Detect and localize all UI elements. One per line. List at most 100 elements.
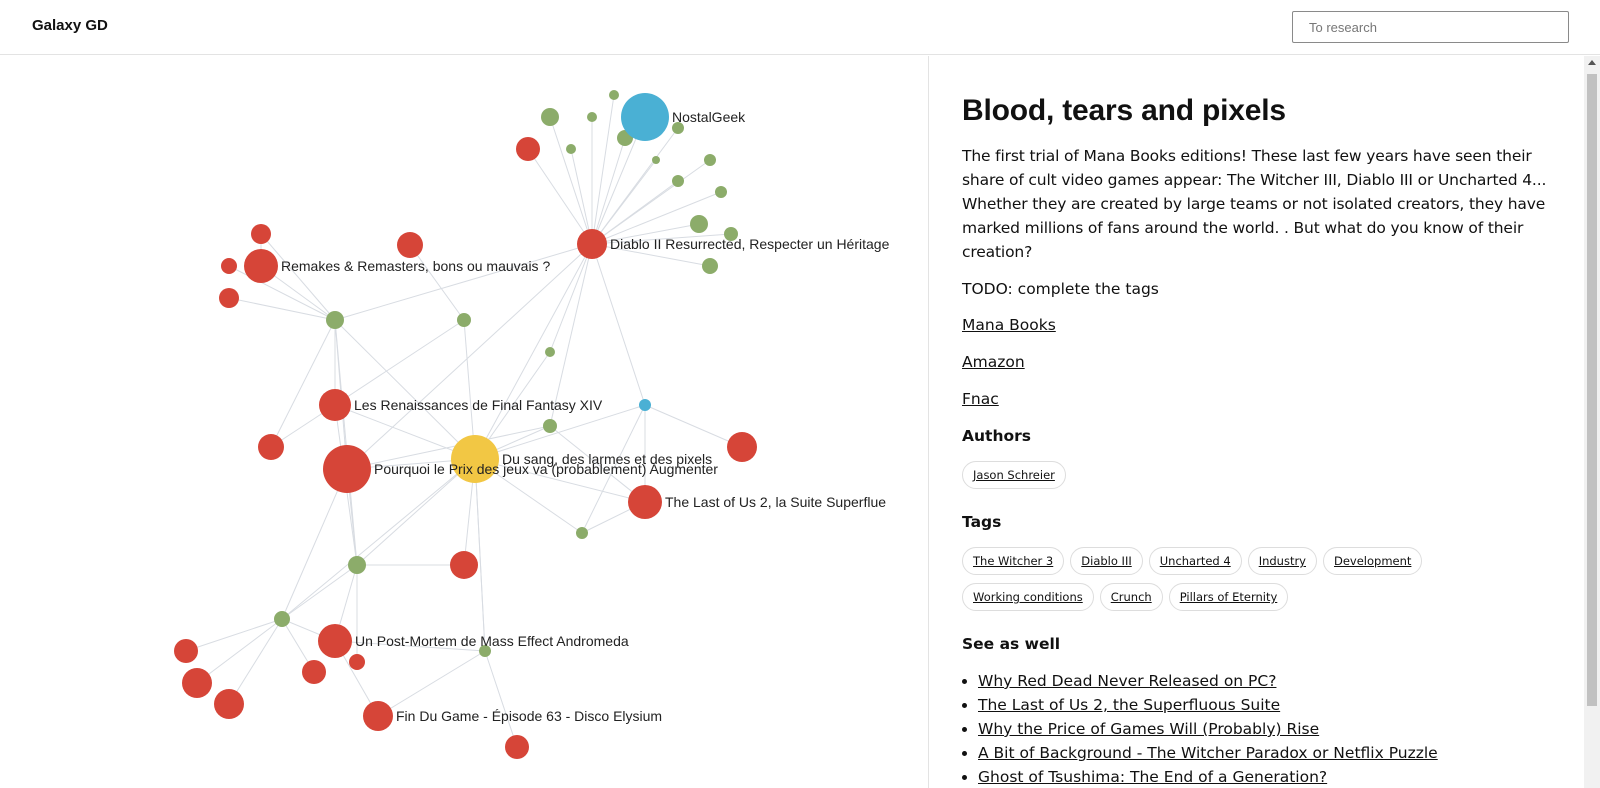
link-amazon[interactable]: Amazon — [962, 353, 1025, 371]
node-label-tlou2[interactable]: The Last of Us 2, la Suite Superflue — [665, 494, 886, 510]
graph-edge — [474, 458, 486, 652]
tag-node[interactable] — [543, 419, 557, 433]
authors-list: Jason Schreier — [962, 461, 1542, 489]
tag-node[interactable] — [576, 527, 588, 539]
link-fnac[interactable]: Fnac — [962, 390, 999, 408]
tag-chip[interactable]: Pillars of Eternity — [1168, 583, 1289, 611]
tag-node[interactable] — [348, 556, 366, 574]
search-input[interactable] — [1292, 11, 1569, 43]
channel-node[interactable] — [639, 399, 651, 411]
scroll-up-arrow-icon[interactable] — [1588, 60, 1596, 65]
graph-edge — [228, 618, 283, 705]
tag-chip[interactable]: Development — [1323, 547, 1423, 575]
see-also-link[interactable]: The Last of Us 2, the Superfluous Suite — [978, 696, 1281, 714]
tag-node[interactable] — [545, 347, 555, 357]
video-node[interactable] — [727, 432, 757, 462]
video-node-remakes[interactable] — [244, 249, 278, 283]
graph-edge — [228, 265, 336, 321]
node-label-dusang[interactable]: Du sang, des larmes et des pixels — [502, 451, 712, 467]
graph-edge — [281, 468, 348, 620]
video-node[interactable] — [505, 735, 529, 759]
graph-edge — [346, 243, 593, 470]
video-node[interactable] — [349, 654, 365, 670]
node-label-diablo2[interactable]: Diablo II Resurrected, Respecter un Héri… — [610, 236, 890, 252]
channel-node-nostalgeek[interactable] — [621, 93, 669, 141]
tag-node[interactable] — [566, 144, 576, 154]
node-label-nostalgeek[interactable]: NostalGeek — [672, 109, 746, 125]
video-node-fdg[interactable] — [363, 701, 393, 731]
node-label-fdg[interactable]: Fin Du Game - Épisode 63 - Disco Elysium — [396, 708, 662, 724]
brand-title[interactable]: Galaxy GD — [32, 17, 108, 34]
link-mana-books[interactable]: Mana Books — [962, 316, 1056, 334]
tag-node[interactable] — [724, 227, 738, 241]
graph-edge — [196, 618, 283, 684]
tag-chip[interactable]: Uncharted 4 — [1148, 547, 1242, 575]
video-node-prix[interactable] — [323, 445, 371, 493]
authors-heading: Authors — [962, 427, 1031, 445]
tag-node[interactable] — [672, 122, 684, 134]
tag-chip[interactable]: Diablo III — [1070, 547, 1143, 575]
tag-node[interactable] — [609, 90, 619, 100]
see-also-link[interactable]: Why the Price of Games Will (Probably) R… — [978, 720, 1320, 738]
tag-chip[interactable]: Industry — [1247, 547, 1317, 575]
tag-node[interactable] — [672, 175, 684, 187]
book-node-dusang[interactable] — [451, 435, 499, 483]
tag-node[interactable] — [702, 258, 718, 274]
list-item: Why the Price of Games Will (Probably) R… — [978, 717, 1553, 741]
see-also-link[interactable]: Ghost of Tsushima: The End of a Generati… — [978, 768, 1328, 786]
tag-node[interactable] — [541, 108, 559, 126]
tag-node[interactable] — [326, 311, 344, 329]
video-node[interactable] — [174, 639, 198, 663]
graph-edge — [581, 404, 646, 534]
tag-node[interactable] — [704, 154, 716, 166]
graph-edge — [474, 404, 646, 460]
video-node[interactable] — [219, 288, 239, 308]
author-chip[interactable]: Jason Schreier — [962, 461, 1066, 489]
tag-node[interactable] — [274, 611, 290, 627]
see-also-link[interactable]: A Bit of Background - The Witcher Parado… — [978, 744, 1438, 762]
node-label-renaissances[interactable]: Les Renaissances de Final Fantasy XIV — [354, 397, 603, 413]
tag-chip[interactable]: Working conditions — [962, 583, 1094, 611]
tag-node[interactable] — [587, 112, 597, 122]
graph-edge — [549, 425, 646, 503]
video-node[interactable] — [221, 258, 237, 274]
node-label-masseffect[interactable]: Un Post-Mortem de Mass Effect Andromeda — [355, 633, 629, 649]
graph-edge — [281, 458, 476, 620]
detail-panel: Blood, tears and pixels The first trial … — [930, 56, 1585, 788]
video-node-diablo2[interactable] — [577, 229, 607, 259]
graph-pane[interactable]: NostalGeek Diablo II Resurrected, Respect… — [0, 56, 929, 788]
video-node-tlou2[interactable] — [628, 485, 662, 519]
video-node[interactable] — [302, 660, 326, 684]
video-node[interactable] — [516, 137, 540, 161]
graph-edge — [228, 297, 336, 321]
tag-node[interactable] — [690, 215, 708, 233]
video-node-masseffect[interactable] — [318, 624, 352, 658]
graph-nodes — [174, 90, 757, 759]
tag-node[interactable] — [715, 186, 727, 198]
knowledge-graph[interactable]: NostalGeek Diablo II Resurrected, Respect… — [0, 56, 929, 788]
video-node-renaissances[interactable] — [319, 389, 351, 421]
tag-node[interactable] — [457, 313, 471, 327]
video-node[interactable] — [214, 689, 244, 719]
tag-node[interactable] — [652, 156, 660, 164]
video-node[interactable] — [450, 551, 478, 579]
graph-edge — [644, 404, 743, 448]
graph-edge — [334, 319, 476, 460]
tags-list: The Witcher 3 Diablo III Uncharted 4 Ind… — [962, 547, 1542, 611]
node-label-remakes[interactable]: Remakes & Remasters, bons ou mauvais ? — [281, 258, 550, 274]
detail-title: Blood, tears and pixels — [962, 94, 1286, 127]
see-also-link[interactable]: Why Red Dead Never Released on PC? — [978, 672, 1277, 690]
node-label-prix[interactable]: Pourquoi le Prix des jeux va (probableme… — [374, 461, 718, 477]
list-item: A Bit of Background - The Witcher Parado… — [978, 741, 1553, 765]
tag-chip[interactable]: Crunch — [1099, 583, 1163, 611]
tag-node[interactable] — [479, 645, 491, 657]
tag-chip[interactable]: The Witcher 3 — [962, 547, 1065, 575]
detail-scrollbar[interactable] — [1584, 56, 1600, 788]
video-node[interactable] — [251, 224, 271, 244]
graph-edge — [591, 159, 657, 245]
list-item: The Last of Us 2, the Superfluous Suite — [978, 693, 1553, 717]
scroll-thumb[interactable] — [1587, 74, 1597, 706]
video-node[interactable] — [182, 668, 212, 698]
video-node[interactable] — [397, 232, 423, 258]
video-node[interactable] — [258, 434, 284, 460]
